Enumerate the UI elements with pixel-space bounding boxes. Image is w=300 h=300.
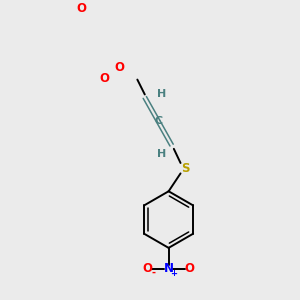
Text: H: H: [157, 149, 166, 159]
Text: C: C: [154, 116, 162, 126]
Text: O: O: [76, 2, 86, 15]
Text: O: O: [100, 72, 110, 85]
Text: O: O: [184, 262, 194, 275]
Text: O: O: [143, 262, 153, 275]
Text: -: -: [152, 268, 156, 278]
Text: O: O: [115, 61, 124, 74]
Text: +: +: [170, 269, 177, 278]
Text: H: H: [157, 89, 166, 99]
Text: S: S: [181, 162, 189, 176]
Text: N: N: [164, 262, 174, 275]
